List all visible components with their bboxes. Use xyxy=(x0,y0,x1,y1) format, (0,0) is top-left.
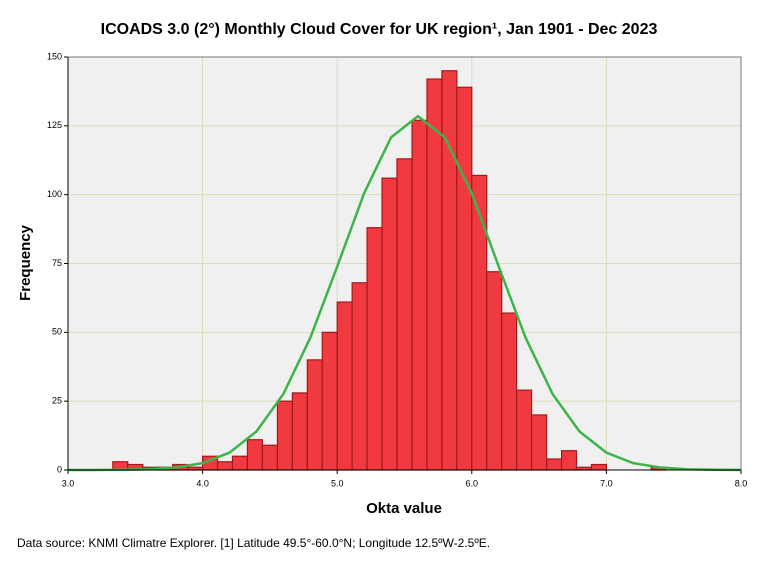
y-tick-label: 125 xyxy=(47,120,62,130)
x-tick-label: 6.0 xyxy=(466,478,479,488)
bar xyxy=(471,174,488,471)
y-tick-label: 150 xyxy=(47,51,62,61)
bar xyxy=(486,271,503,471)
bar xyxy=(411,119,428,471)
bar xyxy=(381,177,398,471)
bar xyxy=(546,458,563,471)
y-tick-label: 50 xyxy=(52,327,62,337)
bar xyxy=(516,389,533,471)
bar xyxy=(246,439,263,471)
bar xyxy=(456,86,473,471)
x-tick-label: 5.0 xyxy=(331,478,344,488)
x-tick-label: 8.0 xyxy=(735,478,748,488)
bar xyxy=(261,444,279,471)
footnote: Data source: KNMI Climatre Explorer. [1]… xyxy=(17,536,490,550)
bar xyxy=(351,282,368,471)
bar xyxy=(276,400,293,471)
bar xyxy=(560,450,578,471)
bar xyxy=(366,227,383,471)
y-tick-label: 100 xyxy=(47,189,62,199)
bar xyxy=(216,461,234,471)
y-tick-label: 0 xyxy=(57,464,62,474)
normal-curve xyxy=(67,114,742,472)
bar xyxy=(336,301,353,471)
bar xyxy=(306,359,323,471)
chart-title: ICOADS 3.0 (2°) Monthly Cloud Cover for … xyxy=(101,21,658,38)
bar xyxy=(530,414,548,471)
x-tick-label: 7.0 xyxy=(600,478,613,488)
bar xyxy=(231,455,249,471)
bar xyxy=(441,70,458,471)
x-tick-label: 4.0 xyxy=(196,478,209,488)
y-tick-label: 25 xyxy=(52,396,62,406)
bar xyxy=(291,392,308,471)
y-axis-label: Frequency xyxy=(17,224,34,301)
x-axis-label: Okta value xyxy=(366,500,442,517)
y-tick-label: 75 xyxy=(52,258,62,268)
x-tick-label: 3.0 xyxy=(62,478,75,488)
bar xyxy=(501,312,518,471)
bar xyxy=(396,158,413,471)
bar xyxy=(426,78,443,471)
bar xyxy=(590,463,608,471)
bar xyxy=(321,331,338,471)
